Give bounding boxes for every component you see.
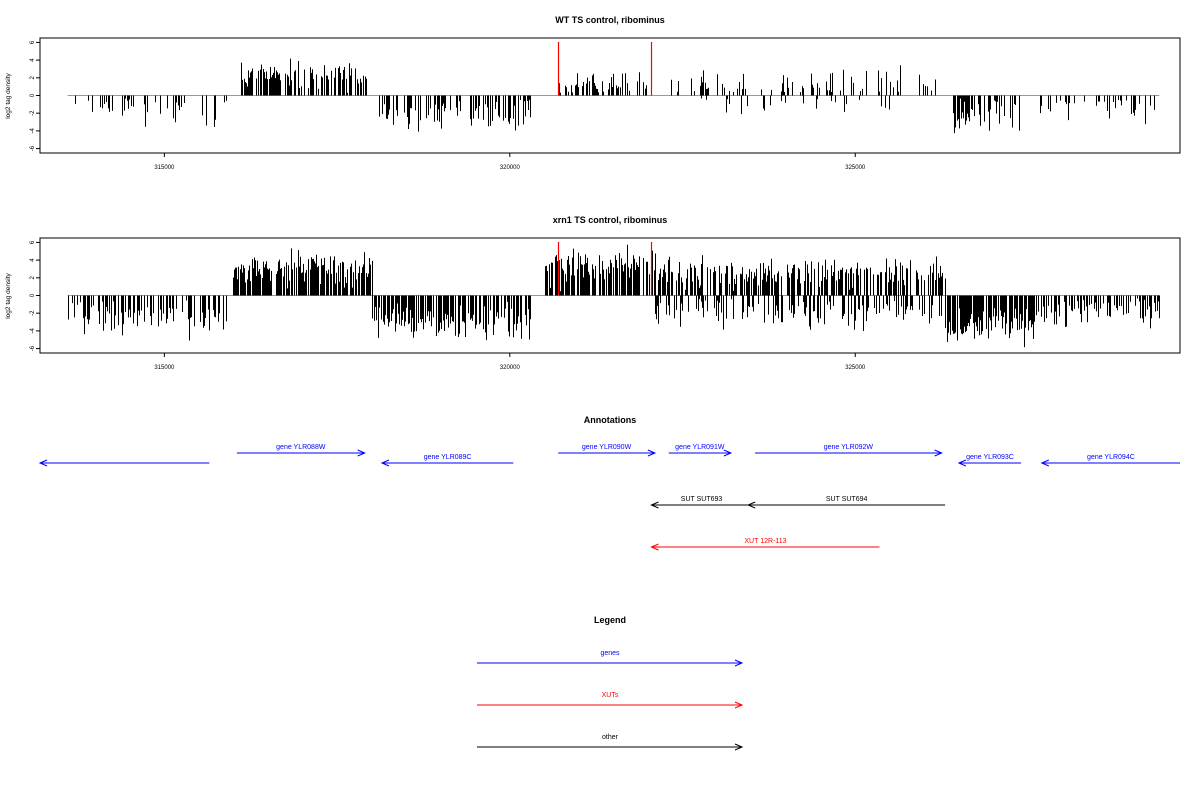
annotation-feature <box>38 459 210 467</box>
xrn1-density-bars <box>67 244 1160 348</box>
y-tick-label: -4 <box>30 328 36 334</box>
y-tick-label: -2 <box>30 310 36 316</box>
xrn1-density-panel: xrn1 TS control, ribominus log2 tag dens… <box>5 215 1181 371</box>
wt-y-axis-label: log2 tag density <box>5 72 12 118</box>
xrn1-y-axis-label: log2 tag density <box>5 272 12 318</box>
y-tick-label: 2 <box>30 75 36 79</box>
legend-entry: XUTs <box>477 692 744 709</box>
annotation-label: SUT SUT693 <box>681 496 723 503</box>
legend-entries: genes XUTs other <box>477 650 744 751</box>
annotation-label: SUT SUT694 <box>826 496 868 503</box>
annotation-label: gene YLR089C <box>424 454 472 461</box>
annotation-feature: gene YLR090W <box>558 444 657 457</box>
annotation-feature: gene YLR091W <box>668 444 733 457</box>
wt-density-bars <box>67 58 1160 134</box>
x-tick-label: 325000 <box>845 365 866 371</box>
legend-entry: other <box>477 734 744 751</box>
xrn1-highlight-lines <box>557 242 653 296</box>
legend-label: XUTs <box>602 692 619 699</box>
annotation-label: gene YLR092W <box>824 444 874 451</box>
annotation-label: XUT 12R-113 <box>744 538 786 545</box>
x-tick-label: 325000 <box>845 165 866 171</box>
y-tick-label: 0 <box>30 293 36 297</box>
legend-entry: genes <box>477 650 744 667</box>
legend: Legend genes XUTs other <box>477 615 744 751</box>
annotation-label: gene YLR090W <box>582 444 632 451</box>
wt-highlight-lines <box>557 42 653 96</box>
annotation-feature: gene YLR093C <box>957 454 1022 467</box>
x-tick-label: 315000 <box>154 165 175 171</box>
y-tick-label: 4 <box>30 258 36 262</box>
annotation-feature: gene YLR094C <box>1040 454 1180 467</box>
y-tick-label: -6 <box>30 345 36 351</box>
annotation-feature: SUT SUT693 <box>650 496 752 509</box>
x-tick-label: 315000 <box>154 365 175 371</box>
legend-label: genes <box>600 650 620 657</box>
annotations-title: Annotations <box>584 415 637 425</box>
annotation-feature: gene YLR089C <box>380 454 514 467</box>
wt-x-axis: 315000 320000 325000 <box>154 153 866 171</box>
wt-plot-frame <box>39 37 1181 154</box>
annotation-label: gene YLR091W <box>675 444 725 451</box>
annotation-feature: XUT 12R-113 <box>650 538 880 551</box>
y-tick-label: 6 <box>30 40 36 44</box>
y-tick-label: 4 <box>30 58 36 62</box>
annotation-label: gene YLR088W <box>276 444 326 451</box>
xrn1-panel-title: xrn1 TS control, ribominus <box>553 215 668 225</box>
annotation-label: gene YLR094C <box>1087 454 1135 461</box>
annotation-feature: gene YLR088W <box>236 444 366 457</box>
wt-panel-title: WT TS control, ribominus <box>555 15 665 25</box>
annotation-feature: SUT SUT694 <box>746 496 946 509</box>
y-tick-label: -6 <box>30 145 36 151</box>
x-tick-label: 320000 <box>500 165 521 171</box>
y-tick-label: -4 <box>30 128 36 134</box>
y-tick-label: 2 <box>30 275 36 279</box>
xrn1-x-axis: 315000 320000 325000 <box>154 353 866 371</box>
y-tick-label: 6 <box>30 240 36 244</box>
annotation-features: gene YLR088W gene YLR089C gene YLR090W gene… <box>38 444 1180 551</box>
x-tick-label: 320000 <box>500 365 521 371</box>
xrn1-plot-frame <box>39 237 1181 354</box>
annotation-label: gene YLR093C <box>966 454 1014 461</box>
wt-density-panel: WT TS control, ribominus log2 tag densit… <box>5 15 1181 171</box>
annotation-feature: gene YLR092W <box>755 444 943 457</box>
legend-title: Legend <box>594 615 626 625</box>
legend-label: other <box>602 734 619 741</box>
wt-y-axis: 6 4 2 0 -2 -4 -6 <box>30 40 40 151</box>
y-tick-label: -2 <box>30 110 36 116</box>
xrn1-y-axis: 6 4 2 0 -2 -4 -6 <box>30 240 40 351</box>
y-tick-label: 0 <box>30 93 36 97</box>
